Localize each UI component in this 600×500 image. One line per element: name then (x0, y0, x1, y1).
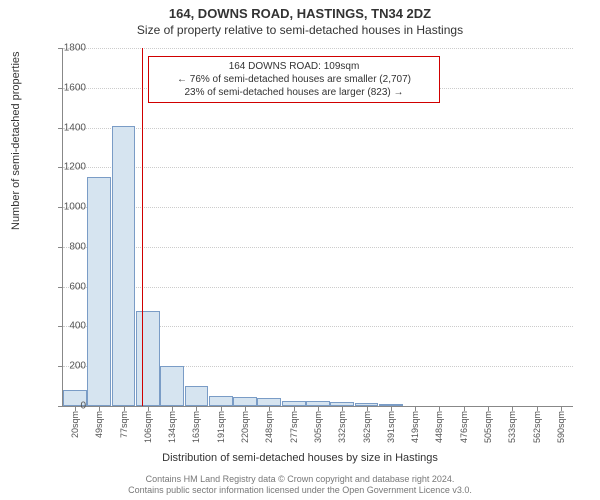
gridline (63, 287, 573, 288)
xtick-label: 134sqm (167, 411, 177, 443)
xtick-label: 332sqm (337, 411, 347, 443)
annotation-line: ← 76% of semi-detached houses are smalle… (155, 73, 433, 86)
plot-area: 20sqm49sqm77sqm106sqm134sqm163sqm191sqm2… (62, 48, 573, 407)
ytick-label: 1400 (46, 122, 86, 133)
gridline (63, 128, 573, 129)
ytick-label: 800 (46, 241, 86, 252)
xtick-label: 277sqm (289, 411, 299, 443)
chart-footer: Contains HM Land Registry data © Crown c… (0, 474, 600, 496)
chart-subtitle: Size of property relative to semi-detach… (0, 21, 600, 37)
xtick-label: 419sqm (410, 411, 420, 443)
xtick-label: 533sqm (507, 411, 517, 443)
xtick-label: 362sqm (362, 411, 372, 443)
xtick-label: 448sqm (434, 411, 444, 443)
xtick-label: 476sqm (459, 411, 469, 443)
xtick-label: 590sqm (556, 411, 566, 443)
histogram-bar (112, 126, 136, 406)
histogram-bar (87, 177, 111, 406)
xtick-label: 163sqm (191, 411, 201, 443)
xtick-label: 49sqm (94, 411, 104, 438)
histogram-bar (209, 396, 233, 406)
histogram-bar (257, 398, 281, 406)
ytick-label: 200 (46, 361, 86, 372)
xtick-label: 305sqm (313, 411, 323, 443)
xtick-label: 106sqm (143, 411, 153, 443)
xtick-label: 20sqm (70, 411, 80, 438)
ytick-label: 600 (46, 281, 86, 292)
xtick-label: 191sqm (216, 411, 226, 443)
xtick-label: 562sqm (532, 411, 542, 443)
xtick-label: 505sqm (483, 411, 493, 443)
gridline (63, 207, 573, 208)
histogram-bar (136, 311, 160, 406)
ytick-label: 0 (46, 401, 86, 412)
chart-title: 164, DOWNS ROAD, HASTINGS, TN34 2DZ (0, 0, 600, 21)
gridline (63, 247, 573, 248)
ytick-label: 1200 (46, 162, 86, 173)
xtick-label: 220sqm (240, 411, 250, 443)
histogram-bar (185, 386, 209, 406)
xtick-label: 391sqm (386, 411, 396, 443)
ytick-label: 1000 (46, 202, 86, 213)
histogram-bar (233, 397, 257, 406)
ytick-label: 1800 (46, 43, 86, 54)
xtick-label: 77sqm (119, 411, 129, 438)
xtick-label: 248sqm (264, 411, 274, 443)
ytick-label: 400 (46, 321, 86, 332)
annotation-box: 164 DOWNS ROAD: 109sqm← 76% of semi-deta… (148, 56, 440, 103)
histogram-bar (160, 366, 184, 406)
ytick-label: 1600 (46, 82, 86, 93)
annotation-line: 23% of semi-detached houses are larger (… (155, 86, 433, 99)
annotation-line: 164 DOWNS ROAD: 109sqm (155, 60, 433, 73)
y-axis-label: Number of semi-detached properties (10, 51, 22, 230)
footer-line: Contains public sector information licen… (0, 485, 600, 496)
gridline (63, 167, 573, 168)
footer-line: Contains HM Land Registry data © Crown c… (0, 474, 600, 485)
x-axis-label: Distribution of semi-detached houses by … (0, 452, 600, 464)
reference-line (142, 48, 143, 406)
gridline (63, 48, 573, 49)
